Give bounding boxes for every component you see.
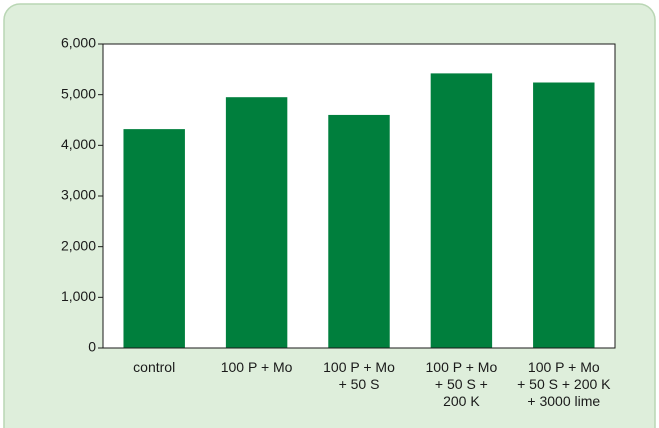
bar	[533, 82, 595, 349]
y-tick-label: 5,000	[61, 85, 96, 101]
x-tick-label: 100 P + Mo + 50 S +200 K	[426, 359, 498, 409]
x-tick-label-line: + 50 S + 200 K	[517, 376, 611, 392]
y-tick-label: 0	[88, 339, 96, 355]
bar	[430, 73, 493, 349]
y-tick-label: 2,000	[61, 237, 96, 253]
bar	[123, 129, 185, 348]
x-tick-label-line: + 3000 lime	[527, 393, 600, 409]
x-tick-label-line: control	[133, 359, 175, 375]
x-tick-label-line: 100 P + Mo	[221, 359, 293, 375]
x-tick-label-line: + 50 S +	[435, 376, 488, 392]
x-tick-label-line: 100 P + Mo	[323, 359, 395, 375]
y-tick-label: 6,000	[61, 35, 96, 51]
y-tick-label: 4,000	[61, 136, 96, 152]
x-tick-label: 100 P + Mo + 50 S	[323, 359, 395, 392]
bar	[225, 97, 288, 348]
y-tick-label: 3,000	[61, 187, 96, 203]
x-tick-label-line: + 50 S	[339, 376, 380, 392]
y-tick-label: 1,000	[61, 288, 96, 304]
x-tick-label-line: 200 K	[443, 393, 480, 409]
bar	[328, 114, 390, 348]
x-tick-label: 100 P + Mo	[221, 359, 293, 375]
x-tick-label: control	[133, 359, 175, 375]
x-tick-label-line: 100 P + Mo	[528, 359, 600, 375]
x-tick-label: 100 P + Mo + 50 S + 200 K + 3000 lime	[517, 359, 611, 409]
x-tick-label-line: 100 P + Mo	[426, 359, 498, 375]
